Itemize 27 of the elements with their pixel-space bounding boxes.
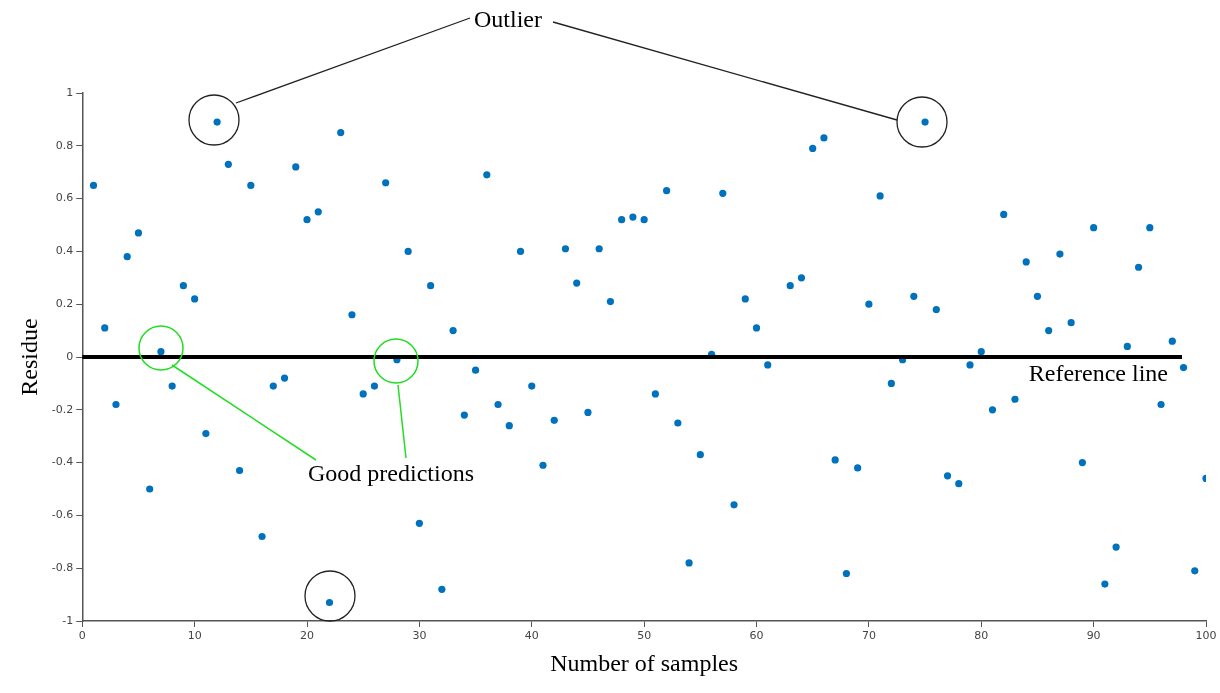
x-axis-title: Number of samples [550,649,739,676]
x-tick-label: 10 [187,629,202,643]
x-tick-label: 40 [524,629,539,643]
y-tick-label: 1 [66,85,74,99]
x-tick-label: 30 [412,629,427,643]
x-tick-label: 0 [78,629,86,643]
y-tick-label: -0.4 [51,455,74,469]
x-tick-label: 20 [300,629,315,643]
y-tick-label: 0 [66,349,74,363]
y-tick-label: 0.4 [55,244,74,258]
y-tick-label: 0.2 [55,297,74,311]
y-tick-label: -1 [62,613,74,627]
x-tick-label: 60 [749,629,764,643]
y-tick-label: -0.8 [51,561,74,575]
y-tick-label: -0.6 [51,508,74,522]
x-tick-label: 90 [1086,629,1101,643]
y-tick-label: 0.8 [55,138,74,152]
annotation: Good predictions [308,460,474,487]
x-tick-label: 80 [974,629,989,643]
y-axis-title: Residue [15,318,42,396]
x-tick-label: 70 [861,629,876,643]
x-tick-label: 100 [1195,629,1217,643]
y-tick-label: 0.6 [55,191,74,205]
text: Outlier [474,6,542,33]
y-tick-label: -0.2 [51,402,74,416]
x-tick-label: 50 [637,629,652,643]
ref-line-label: Reference line [1028,360,1168,387]
